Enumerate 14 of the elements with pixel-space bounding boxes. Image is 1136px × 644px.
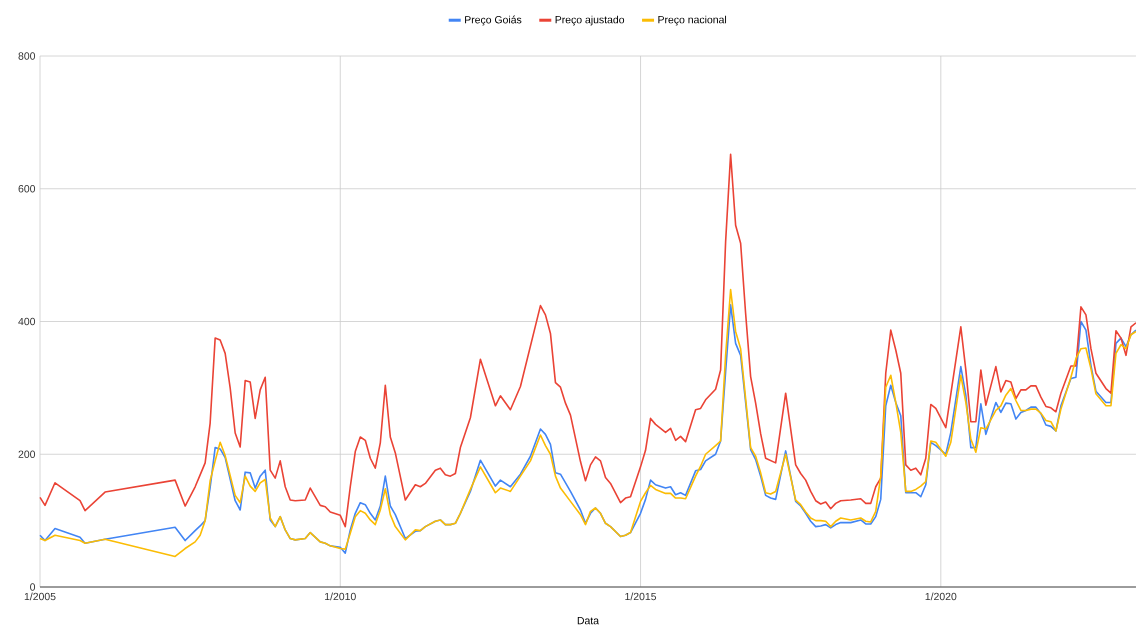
legend-label: Preço ajustado [555, 15, 625, 26]
x-tick-label: 1/2010 [325, 592, 356, 601]
x-tick-label: 1/2020 [925, 592, 957, 601]
x-tick-label: 1/2005 [24, 592, 56, 601]
y-tick-label: 0 [30, 583, 36, 591]
y-tick-label: 400 [18, 317, 36, 326]
legend-label: Preço Goiás [465, 15, 522, 26]
legend-label: Preço nacional [658, 15, 727, 26]
y-tick-label: 200 [18, 450, 36, 458]
y-tick-label: 600 [18, 185, 36, 193]
line-series [39, 153, 1136, 528]
x-tick-label: 1/2015 [625, 592, 657, 601]
y-tick-label: 800 [18, 52, 36, 60]
x-axis-title: Data [577, 617, 600, 625]
